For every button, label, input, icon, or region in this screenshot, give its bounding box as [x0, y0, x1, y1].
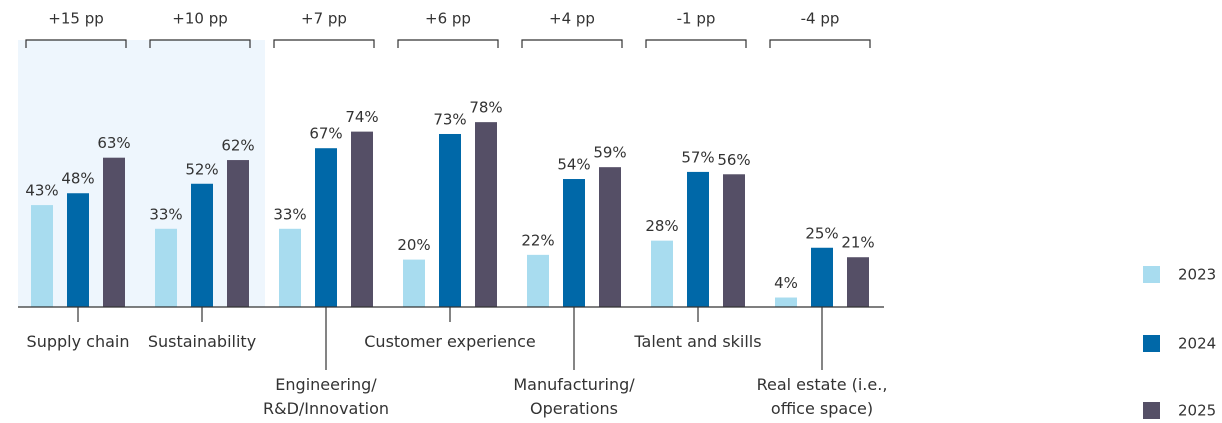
legend-swatch: [1143, 266, 1160, 283]
bar: [103, 157, 125, 307]
value-label: 74%: [345, 108, 378, 126]
x-tick-label: Customer experience: [364, 332, 536, 351]
bracket: [645, 39, 747, 48]
value-label: 52%: [185, 160, 218, 178]
x-tick-label: Engineering/ R&D/Innovation: [262, 375, 389, 418]
bracket: [25, 39, 127, 48]
annotation: -1 pp: [677, 10, 716, 28]
value-label: 67%: [309, 125, 342, 143]
bar: [687, 171, 709, 307]
value-label: 28%: [645, 217, 678, 235]
value-label: 43%: [25, 182, 58, 200]
bar: [31, 205, 53, 307]
bar: [599, 167, 621, 307]
bar: [67, 193, 89, 307]
value-label: 22%: [521, 231, 554, 249]
legend-swatch: [1143, 335, 1160, 352]
annotation: +10 pp: [172, 10, 227, 28]
bar: [811, 247, 833, 307]
bar: [155, 228, 177, 307]
value-label: 25%: [805, 224, 838, 242]
bar: [527, 254, 549, 307]
bracket: [769, 39, 871, 48]
bar: [403, 259, 425, 307]
value-label: 57%: [681, 148, 714, 166]
bracket: [273, 39, 375, 48]
highlight: [18, 40, 265, 307]
value-label: 4%: [774, 274, 798, 292]
x-tick-label: Real estate (i.e., office space): [756, 375, 888, 418]
value-label: 33%: [149, 205, 182, 223]
bar: [723, 174, 745, 307]
value-label: 62%: [221, 137, 254, 155]
x-tick-label: Manufacturing/ Operations: [513, 375, 635, 418]
x-tick-label: Supply chain: [26, 332, 130, 351]
x-tick-label: Sustainability: [147, 332, 257, 351]
bar: [315, 148, 337, 307]
legend-label: 2024: [1178, 335, 1216, 353]
bar: [227, 160, 249, 307]
value-label: 20%: [397, 236, 430, 254]
legend-label: 2025: [1178, 402, 1216, 420]
legend-swatch: [1143, 402, 1160, 419]
value-label: 73%: [433, 110, 466, 128]
value-label: 54%: [557, 156, 590, 174]
bar: [847, 257, 869, 307]
bar: [351, 131, 373, 307]
bar: [651, 240, 673, 307]
annotation: -4 pp: [801, 10, 840, 28]
annotation: +6 pp: [425, 10, 471, 28]
value-label: 21%: [841, 234, 874, 252]
annotation: +15 pp: [48, 10, 103, 28]
bracket: [397, 39, 499, 48]
value-label: 48%: [61, 170, 94, 188]
bar: [191, 183, 213, 307]
value-label: 78%: [469, 99, 502, 117]
value-label: 33%: [273, 205, 306, 223]
annotation: +4 pp: [549, 10, 595, 28]
bracket: [149, 39, 251, 48]
bar: [775, 297, 797, 307]
bar: [563, 179, 585, 307]
bar: [279, 228, 301, 307]
bracket: [521, 39, 623, 48]
annotation: +7 pp: [301, 10, 347, 28]
value-label: 59%: [593, 144, 626, 162]
value-label: 56%: [717, 151, 750, 169]
bar: [439, 133, 461, 307]
x-tick-label: Talent and skills: [634, 332, 762, 351]
bar: [475, 122, 497, 307]
legend-label: 2023: [1178, 266, 1216, 284]
value-label: 63%: [97, 134, 130, 152]
